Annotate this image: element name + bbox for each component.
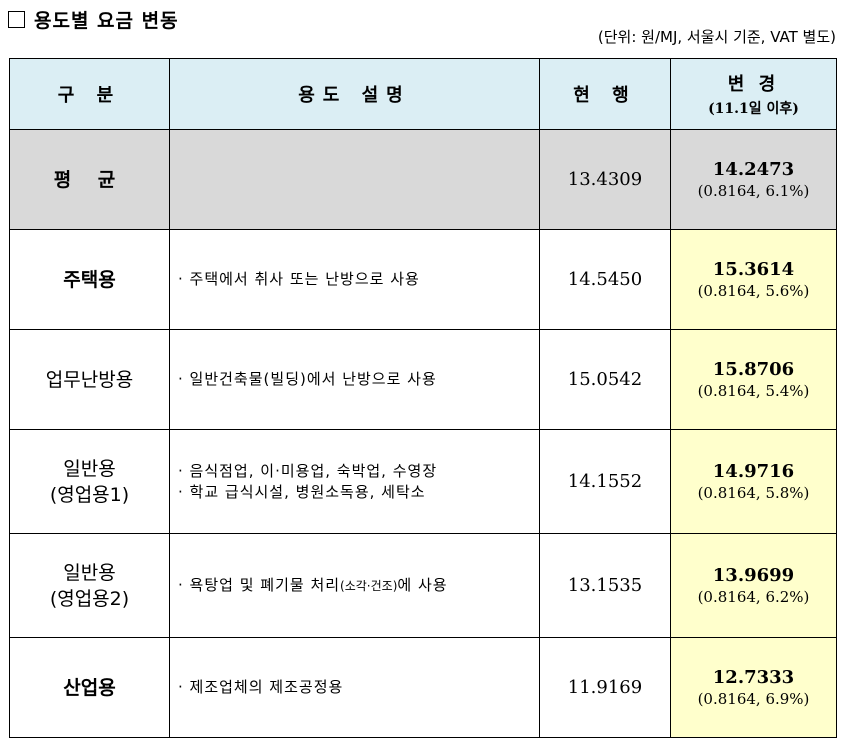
changed-rate-cell: 13.9699 (0.8164, 6.2%) xyxy=(670,533,837,638)
description-cell xyxy=(169,129,540,230)
current-rate-cell: 13.4309 xyxy=(539,129,671,230)
changed-rate-value: 14.9716 xyxy=(712,461,795,482)
current-rate-cell: 11.9169 xyxy=(539,637,671,738)
current-rate-cell: 13.1535 xyxy=(539,533,671,638)
category-label: 평 균 xyxy=(53,168,126,191)
description-cell: · 일반건축물(빌딩)에서 난방으로 사용 xyxy=(169,329,540,430)
category-label: 일반용 xyxy=(63,561,116,584)
description-tail: 에 사용 xyxy=(397,575,448,594)
category-cell: 평 균 xyxy=(9,129,170,230)
changed-rate-value: 13.9699 xyxy=(712,565,795,586)
description-cell: · 음식점업, 이·미용업, 숙박업, 수영장 · 학교 급식시설, 병원소독용… xyxy=(169,429,540,534)
category-label: 주택용 xyxy=(63,268,116,291)
changed-rate-value: 12.7333 xyxy=(712,667,795,688)
title-text: 용도별 요금 변동 xyxy=(34,9,179,32)
unit-note: (단위: 원/MJ, 서울시 기준, VAT 별도) xyxy=(597,28,836,46)
header-current: 현 행 xyxy=(539,58,671,130)
table-row-general-business-2: 일반용 (영업용2) · 욕탕업 및 폐기물 처리(소각·건조)에 사용 13.… xyxy=(9,533,837,638)
header-change-label: 변 경 xyxy=(727,74,780,95)
table-row-industrial: 산업용 · 제조업체의 제조공정용 11.9169 12.7333 (0.816… xyxy=(9,637,837,738)
current-rate-cell: 14.5450 xyxy=(539,229,671,330)
checkbox-square-icon xyxy=(8,10,25,28)
header-change: 변 경 (11.1일 이후) xyxy=(670,58,837,130)
table-row-average: 평 균 13.4309 14.2473 (0.8164, 6.1%) xyxy=(9,129,837,230)
changed-rate-cell: 15.8706 (0.8164, 5.4%) xyxy=(670,329,837,430)
changed-rate-value: 14.2473 xyxy=(712,159,795,180)
category-cell: 일반용 (영업용1) xyxy=(9,429,170,534)
description-line: · 학교 급식시설, 병원소독용, 세탁소 xyxy=(178,482,426,501)
current-rate-cell: 14.1552 xyxy=(539,429,671,534)
description-line: · 일반건축물(빌딩)에서 난방으로 사용 xyxy=(178,370,437,388)
rate-table: 구 분 용도 설명 현 행 변 경 (11.1일 이후) 평 균 13.4309… xyxy=(9,58,837,738)
changed-rate-cell: 15.3614 (0.8164, 5.6%) xyxy=(670,229,837,330)
changed-rate-detail: (0.8164, 6.9%) xyxy=(697,690,810,708)
changed-rate-cell: 14.9716 (0.8164, 5.8%) xyxy=(670,429,837,534)
category-label: 일반용 xyxy=(63,457,116,480)
table-row-office-heating: 업무난방용 · 일반건축물(빌딩)에서 난방으로 사용 15.0542 15.8… xyxy=(9,329,837,430)
category-cell: 일반용 (영업용2) xyxy=(9,533,170,638)
description-line: · 욕탕업 및 폐기물 처리(소각·건조)에 사용 xyxy=(178,575,539,597)
current-rate-cell: 15.0542 xyxy=(539,329,671,430)
table-row-residential: 주택용 · 주택에서 취사 또는 난방으로 사용 14.5450 15.3614… xyxy=(9,229,837,330)
category-cell: 주택용 xyxy=(9,229,170,330)
changed-rate-detail: (0.8164, 6.2%) xyxy=(697,588,810,606)
description-cell: · 주택에서 취사 또는 난방으로 사용 xyxy=(169,229,540,330)
changed-rate-detail: (0.8164, 6.1%) xyxy=(697,182,810,200)
description-line: · 주택에서 취사 또는 난방으로 사용 xyxy=(178,270,420,288)
category-label: 산업용 xyxy=(63,676,116,699)
category-sublabel: (영업용2) xyxy=(49,587,130,610)
category-sublabel: (영업용1) xyxy=(49,483,130,506)
description-line: · 제조업체의 제조공정용 xyxy=(178,678,344,696)
changed-rate-value: 15.3614 xyxy=(712,259,795,280)
description-line: · 음식점업, 이·미용업, 숙박업, 수영장 xyxy=(178,461,438,480)
changed-rate-detail: (0.8164, 5.6%) xyxy=(697,282,810,300)
changed-rate-value: 15.8706 xyxy=(712,359,795,380)
changed-rate-cell: 14.2473 (0.8164, 6.1%) xyxy=(670,129,837,230)
description-cell: · 제조업체의 제조공정용 xyxy=(169,637,540,738)
changed-rate-detail: (0.8164, 5.4%) xyxy=(697,382,810,400)
category-cell: 업무난방용 xyxy=(9,329,170,430)
category-label: 업무난방용 xyxy=(45,368,134,391)
changed-rate-detail: (0.8164, 5.8%) xyxy=(697,484,810,502)
header-row: 구 분 용도 설명 현 행 변 경 (11.1일 이후) xyxy=(9,58,837,130)
header-category: 구 분 xyxy=(9,58,170,130)
header-description: 용도 설명 xyxy=(169,58,540,130)
table-row-general-business-1: 일반용 (영업용1) · 음식점업, 이·미용업, 숙박업, 수영장 · 학교 … xyxy=(9,429,837,534)
header-change-sub: (11.1일 이후) xyxy=(708,101,799,117)
section-title: 용도별 요금 변동 xyxy=(8,6,179,32)
category-cell: 산업용 xyxy=(9,637,170,738)
description-main: · 욕탕업 및 폐기물 처리 xyxy=(178,575,341,594)
description-cell: · 욕탕업 및 폐기물 처리(소각·건조)에 사용 xyxy=(169,533,540,638)
changed-rate-cell: 12.7333 (0.8164, 6.9%) xyxy=(670,637,837,738)
description-small: (소각·건조) xyxy=(340,578,398,593)
